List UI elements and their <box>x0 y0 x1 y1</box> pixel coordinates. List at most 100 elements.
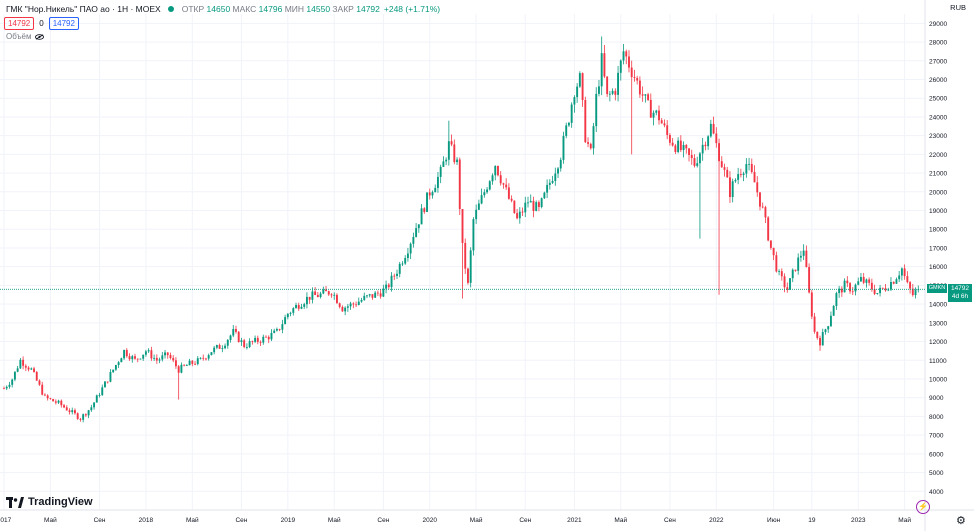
candle <box>76 412 79 420</box>
candle <box>360 297 363 303</box>
candle <box>750 158 753 174</box>
candle <box>499 171 502 186</box>
candle-body <box>363 295 366 300</box>
x-tick-label: 2022 <box>709 517 724 524</box>
candle-body <box>49 398 52 400</box>
candle-body <box>393 275 396 277</box>
candle <box>371 294 374 300</box>
candle-body <box>868 279 871 283</box>
candle <box>390 272 393 292</box>
buy-button[interactable]: 14792 <box>48 17 79 30</box>
candle-body <box>778 271 781 272</box>
candle <box>251 340 254 345</box>
x-tick-label: Сен <box>94 517 106 524</box>
candle-body <box>690 155 693 159</box>
candle-body <box>900 268 903 276</box>
candle <box>87 409 90 419</box>
candle <box>82 413 85 423</box>
candle <box>870 278 873 292</box>
y-tick-label: 26000 <box>929 77 947 84</box>
candle-body <box>112 369 115 373</box>
candle-body <box>704 144 707 147</box>
sell-button[interactable]: 14792 <box>4 17 35 30</box>
ticker-price-label: GMKN <box>927 284 947 294</box>
candle <box>65 405 68 411</box>
candle <box>589 142 592 150</box>
candle-body <box>333 294 336 296</box>
candle-body <box>319 293 322 298</box>
candle <box>38 379 41 386</box>
candle <box>518 207 521 224</box>
candle-body <box>57 400 60 403</box>
candle-body <box>338 303 341 307</box>
candle-body <box>709 123 712 137</box>
candle <box>537 200 540 212</box>
tradingview-logo[interactable]: TradingView <box>6 496 93 508</box>
y-tick-label: 5000 <box>929 470 944 477</box>
price-axis[interactable]: 4000 5000 6000 7000 8000 9000 10000 11000 12000 1… <box>929 21 947 496</box>
candle <box>603 45 606 79</box>
candle <box>54 399 57 405</box>
gear-icon[interactable]: ⚙ <box>956 515 966 527</box>
tradingview-logo-icon <box>6 496 24 508</box>
candle <box>862 272 865 285</box>
candle-body <box>718 143 720 162</box>
candle-body <box>24 365 27 368</box>
candle-body <box>194 363 196 365</box>
candle-body <box>559 159 562 169</box>
candle-body <box>453 144 456 163</box>
candle <box>614 88 617 101</box>
candle <box>510 195 513 203</box>
candle <box>128 353 131 361</box>
candle <box>177 364 180 400</box>
x-tick-label: Май <box>470 516 483 524</box>
candle <box>415 223 418 238</box>
currency-label[interactable]: RUB <box>950 3 966 12</box>
candle-body <box>636 78 639 81</box>
candle-body <box>475 209 478 220</box>
candle-body <box>254 337 257 342</box>
candle-body <box>685 144 688 149</box>
candle <box>698 151 701 239</box>
candle <box>557 166 559 179</box>
candle-body <box>816 331 819 338</box>
candle-body <box>93 402 96 408</box>
y-tick-label: 9000 <box>929 395 944 402</box>
candle-body <box>488 181 491 190</box>
lightning-icon[interactable]: ⚡ <box>916 500 930 514</box>
candle-body <box>180 364 183 373</box>
candle-body <box>327 291 330 295</box>
candle <box>756 176 759 197</box>
candle <box>565 122 568 139</box>
candle-body <box>497 165 499 176</box>
volume-indicator[interactable]: Объём <box>6 32 44 41</box>
candle <box>207 353 210 361</box>
candle <box>808 263 811 294</box>
candle <box>368 293 371 298</box>
candle <box>682 141 685 158</box>
candle <box>529 194 532 203</box>
candle <box>336 293 338 304</box>
candle-body <box>390 275 393 288</box>
candle <box>104 380 106 388</box>
candle <box>125 348 128 358</box>
candle-body <box>860 277 862 282</box>
symbol-title[interactable]: ГМК "Нор.Никель" ПАО ао · 1Н · MOEX <box>6 4 161 14</box>
eye-hidden-icon[interactable] <box>34 33 44 40</box>
candle <box>829 311 832 327</box>
candle <box>155 354 158 364</box>
candle <box>357 297 360 306</box>
time-axis[interactable]: 2017 Май Сен 2018 Май Сен 2019 Май Сен 2020 Май Сен… <box>0 516 911 524</box>
candle <box>199 357 202 360</box>
candle-body <box>346 306 349 308</box>
candle-body <box>19 359 22 369</box>
candle-body <box>707 136 710 147</box>
candle <box>352 302 355 309</box>
candle-body <box>808 267 811 293</box>
x-tick-label: 2021 <box>567 517 582 524</box>
candle <box>674 143 677 155</box>
candle-body <box>396 273 398 276</box>
candle <box>101 384 104 396</box>
candle-body <box>477 203 480 210</box>
